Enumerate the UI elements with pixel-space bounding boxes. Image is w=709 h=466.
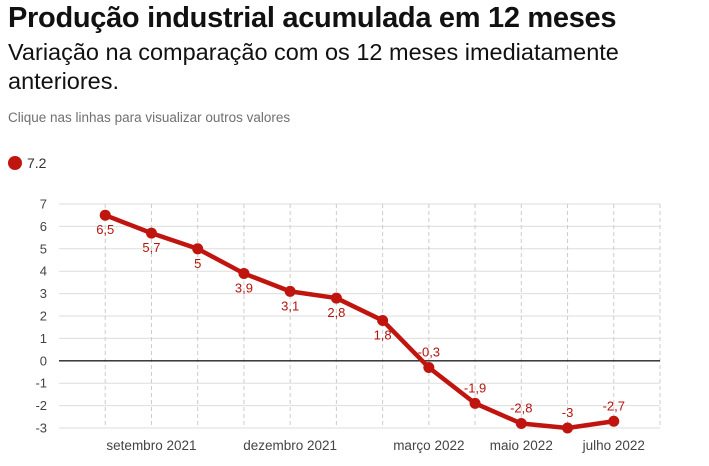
legend-value-label: 7.2 [27,155,47,171]
y-tick-label: -3 [35,421,47,436]
grid [59,203,661,429]
y-tick-label: 5 [40,241,47,256]
data-point[interactable] [238,267,250,279]
y-tick-label: 3 [40,286,47,301]
data-label: 3,9 [235,280,253,295]
data-label: 6,5 [96,222,114,237]
x-tick-label: dezembro 2021 [243,438,337,453]
x-tick-label: julho 2022 [582,438,645,453]
chart-instruction: Clique nas linhas para visualizar outros… [8,110,291,125]
data-label: -0,3 [418,345,440,360]
data-label: -1,9 [464,380,486,395]
data-point[interactable] [423,362,435,374]
data-label: 1,8 [374,327,392,342]
data-point[interactable] [330,292,342,304]
y-tick-label: -1 [35,376,47,391]
axes: 7 6 5 4 3 2 1 0 -1 -2 -3 setembro 2021 dezembro 2021… [35,197,660,453]
chart-subtitle: Variação na comparação com os 12 meses i… [8,39,619,94]
data-label: 2,8 [327,305,345,320]
y-tick-label: 2 [40,309,47,324]
data-label: 5 [194,256,201,271]
legend-dot-icon [8,156,22,170]
y-tick-label: 7 [40,197,47,212]
data-label: -2,8 [510,401,532,416]
data-point[interactable] [284,285,296,297]
data-point[interactable] [515,418,527,430]
x-tick-label: maio 2022 [490,438,553,453]
y-tick-label: 0 [40,353,47,368]
series[interactable] [99,209,620,434]
chart-title: Produção industrial acumulada em 12 mese… [8,2,617,34]
data-point[interactable] [608,415,620,427]
data-point[interactable] [469,397,481,409]
y-tick-label: 6 [40,219,47,234]
data-label: 3,1 [281,298,299,313]
x-tick-label: setembro 2021 [106,438,196,453]
y-tick-label: 1 [40,331,47,346]
y-tick-label: 4 [40,264,47,279]
data-label: -3 [562,405,574,420]
data-labels: 6,5 5,7 5 3,9 3,1 2,8 1,8 -0,3 -1,9 -2,8 -3 -2,7 [96,222,625,420]
x-tick-label: março 2022 [393,438,464,453]
data-point[interactable] [562,422,574,434]
series-line[interactable] [102,212,617,431]
data-point[interactable] [99,209,111,221]
data-point[interactable] [377,314,389,326]
line-chart[interactable]: 7 6 5 4 3 2 1 0 -1 -2 -3 setembro 2021 dezembro 2021… [0,190,709,466]
data-point[interactable] [145,227,157,239]
data-label: -2,7 [603,398,625,413]
legend-item[interactable]: 7.2 [8,154,46,172]
data-point[interactable] [192,243,204,255]
data-label: 5,7 [142,240,160,255]
y-tick-label: -2 [35,398,47,413]
